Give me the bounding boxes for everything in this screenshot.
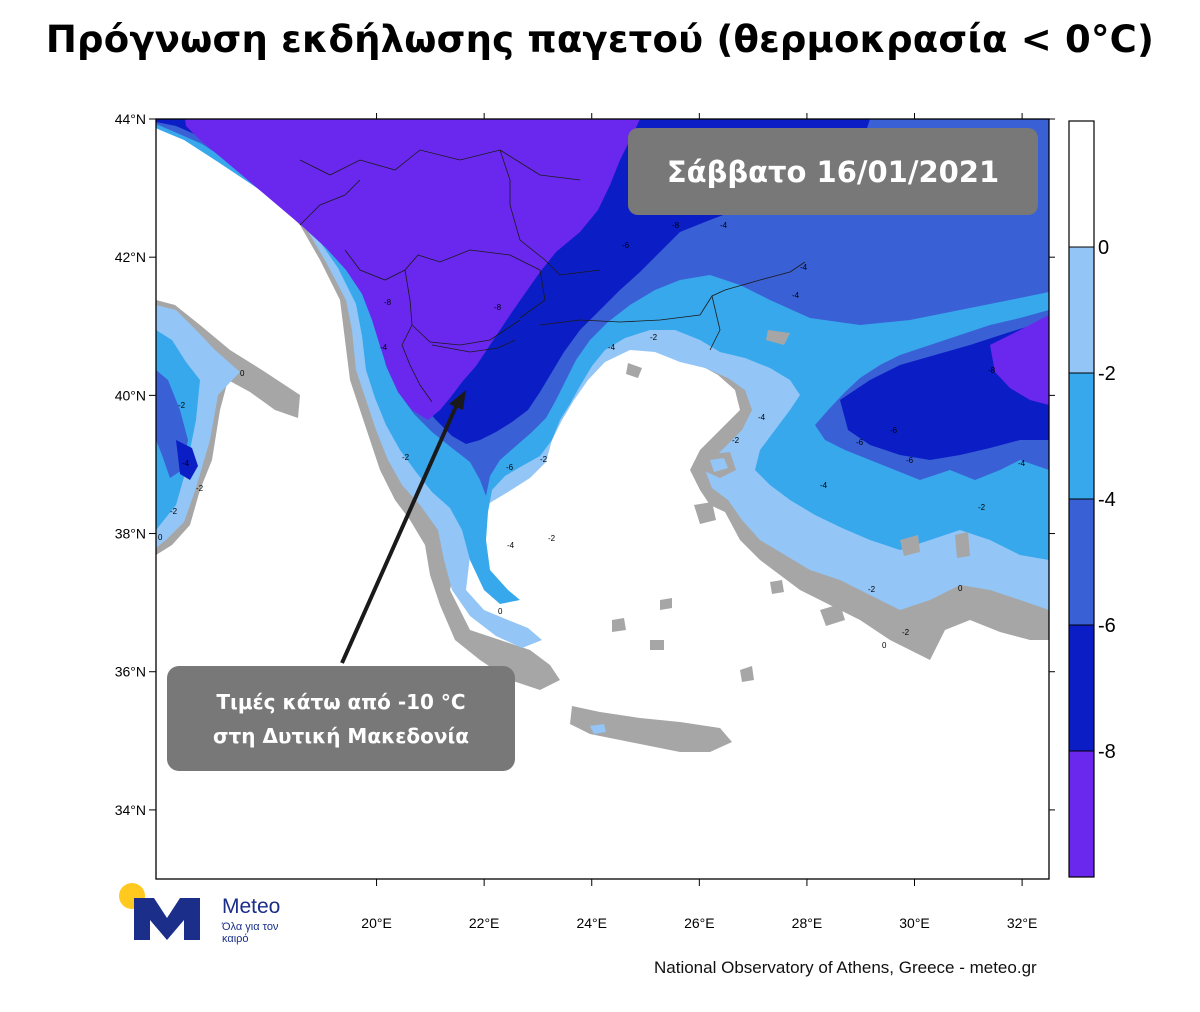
lon-tick-label: 28°E	[792, 915, 823, 931]
lat-tick-label: 44°N	[115, 111, 146, 127]
page-title: Πρόγνωση εκδήλωσης παγετού (θερμοκρασία …	[45, 18, 1155, 61]
colorbar-swatch	[1069, 247, 1094, 373]
svg-text:-4: -4	[800, 263, 808, 272]
svg-text:-4: -4	[1018, 459, 1026, 468]
svg-text:-4: -4	[182, 459, 190, 468]
lon-tick-label: 24°E	[576, 915, 607, 931]
contour-labels: 0 -2 -4 -2 -2 0 -8 -4 -2 -8 -6 -2 -4 -2 0 -6 -8 -4 -…	[158, 127, 1026, 650]
lat-tick-label: 38°N	[115, 526, 146, 542]
svg-text:-4: -4	[608, 343, 616, 352]
country-borders	[299, 149, 806, 403]
colorbar-swatch	[1069, 625, 1094, 751]
svg-text:0: 0	[882, 641, 887, 650]
svg-text:-6: -6	[622, 241, 630, 250]
svg-text:-6: -6	[856, 438, 864, 447]
svg-text:-2: -2	[868, 585, 876, 594]
lon-axis: 20°E 22°E 24°E 26°E 28°E 30°E 32°E	[361, 113, 1037, 931]
svg-text:-6: -6	[890, 426, 898, 435]
svg-text:-8: -8	[988, 366, 996, 375]
svg-text:-2: -2	[540, 455, 548, 464]
lat-axis: 44°N 42°N 40°N 38°N 36°N 34°N	[115, 111, 1055, 818]
svg-text:-2: -2	[902, 628, 910, 637]
svg-text:-2: -2	[402, 453, 410, 462]
svg-text:-4: -4	[380, 343, 388, 352]
svg-text:-6: -6	[906, 456, 914, 465]
svg-text:-4: -4	[820, 481, 828, 490]
svg-text:-8: -8	[672, 221, 680, 230]
aegean-islands	[570, 330, 970, 752]
lon-tick-label: 32°E	[1007, 915, 1038, 931]
colorbar-label: -4	[1098, 489, 1116, 511]
svg-text:0: 0	[240, 369, 245, 378]
colorbar-swatch	[1069, 751, 1094, 877]
svg-text:0: 0	[958, 584, 963, 593]
turkey-frost-deep	[990, 315, 1049, 405]
colorbar: 0 -2 -4 -6 -8	[1068, 120, 1116, 878]
colorbar-label: -2	[1098, 363, 1116, 385]
svg-text:-4: -4	[507, 541, 515, 550]
colorbar-swatch	[1069, 499, 1094, 625]
svg-text:-2: -2	[178, 401, 186, 410]
annotation-arrow	[340, 390, 466, 664]
svg-text:-4: -4	[792, 291, 800, 300]
frost-zone-deep	[185, 119, 640, 420]
lon-tick-label: 22°E	[469, 915, 500, 931]
colorbar-label: 0	[1098, 237, 1109, 259]
svg-text:0: 0	[158, 533, 163, 542]
annotation-line-2: στη Δυτική Μακεδονία	[212, 723, 470, 748]
lat-tick-label: 36°N	[115, 664, 146, 680]
meteo-logo	[119, 883, 200, 940]
svg-text:-2: -2	[548, 534, 556, 543]
italy-frost-dark	[176, 440, 198, 480]
svg-text:-6: -6	[506, 463, 514, 472]
svg-text:-8: -8	[384, 298, 392, 307]
lon-tick-label: 26°E	[684, 915, 715, 931]
svg-text:-2: -2	[196, 484, 204, 493]
svg-text:-2: -2	[170, 507, 178, 516]
credit-text: National Observatory of Athens, Greece -…	[654, 958, 1037, 977]
logo-tagline: Όλα για τον καιρό	[222, 921, 279, 945]
logo-name: Meteo	[222, 895, 281, 918]
svg-text:-4: -4	[720, 221, 728, 230]
svg-text:-2: -2	[650, 333, 658, 342]
colorbar-label: -6	[1098, 615, 1116, 637]
forecast-date-label: Σάββατο 16/01/2021	[628, 128, 1038, 215]
plot-area: 0 -2 -4 -2 -2 0 -8 -4 -2 -8 -6 -2 -4 -2 0 -6 -8 -4 -…	[156, 119, 1049, 879]
svg-text:0: 0	[498, 607, 503, 616]
lat-tick-label: 42°N	[115, 249, 146, 265]
lon-tick-label: 30°E	[899, 915, 930, 931]
lon-tick-label: 20°E	[361, 915, 392, 931]
svg-text:-2: -2	[978, 503, 986, 512]
colorbar-swatch	[1069, 121, 1094, 247]
colorbar-swatch	[1069, 373, 1094, 499]
svg-text:-2: -2	[732, 436, 740, 445]
colorbar-label: -8	[1098, 741, 1116, 763]
m-letter-icon	[134, 898, 200, 940]
lat-tick-label: 40°N	[115, 387, 146, 403]
svg-text:-8: -8	[494, 303, 502, 312]
annotation-box: Τιμές κάτω από -10 °C στη Δυτική Μακεδον…	[167, 666, 515, 771]
lat-tick-label: 34°N	[115, 802, 146, 818]
annotation-line-1: Τιμές κάτω από -10 °C	[216, 689, 466, 714]
plot-frame	[155, 118, 1050, 880]
svg-text:-4: -4	[758, 413, 766, 422]
